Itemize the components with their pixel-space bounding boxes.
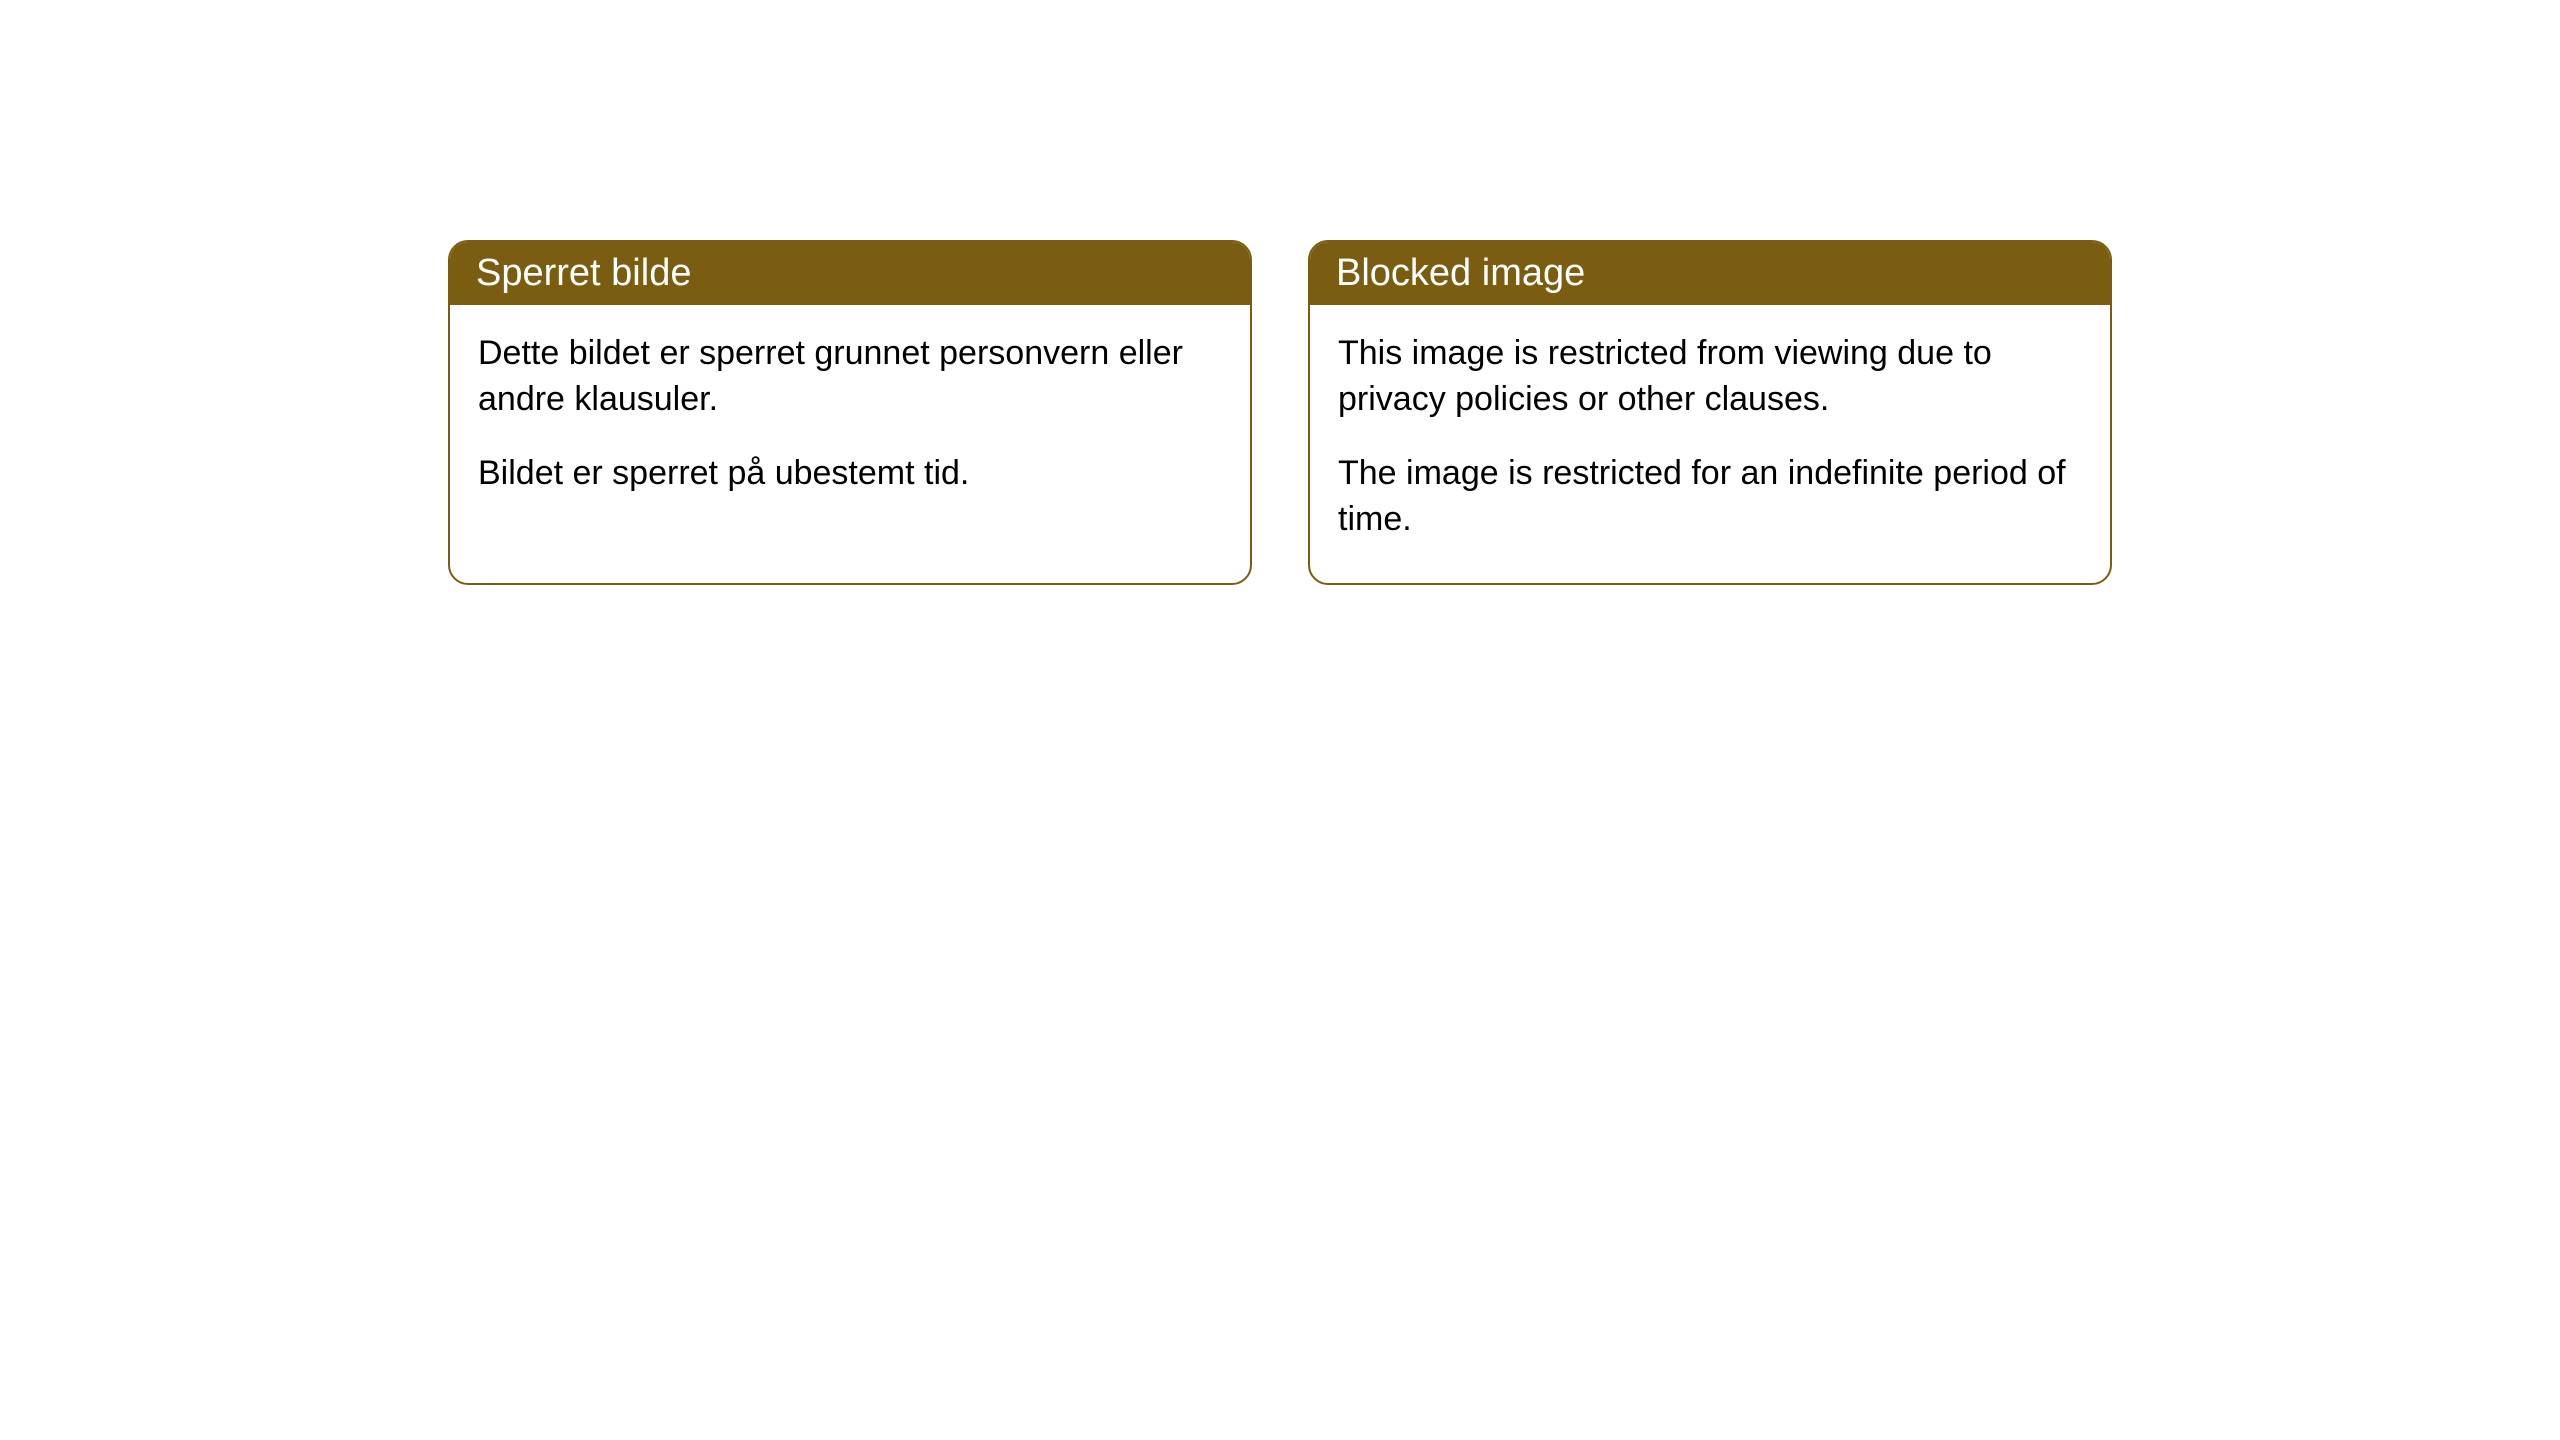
notice-cards-container: Sperret bilde Dette bildet er sperret gr… [448,240,2112,585]
card-header: Blocked image [1310,242,2110,305]
card-body: This image is restricted from viewing du… [1310,305,2110,583]
blocked-image-card-en: Blocked image This image is restricted f… [1308,240,2112,585]
card-body: Dette bildet er sperret grunnet personve… [450,305,1250,537]
card-paragraph-1: This image is restricted from viewing du… [1338,331,2082,423]
card-paragraph-2: Bildet er sperret på ubestemt tid. [478,451,1222,497]
blocked-image-card-no: Sperret bilde Dette bildet er sperret gr… [448,240,1252,585]
card-paragraph-1: Dette bildet er sperret grunnet personve… [478,331,1222,423]
card-paragraph-2: The image is restricted for an indefinit… [1338,451,2082,543]
card-header: Sperret bilde [450,242,1250,305]
